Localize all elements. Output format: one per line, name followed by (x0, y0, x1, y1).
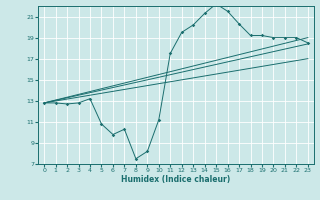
X-axis label: Humidex (Indice chaleur): Humidex (Indice chaleur) (121, 175, 231, 184)
